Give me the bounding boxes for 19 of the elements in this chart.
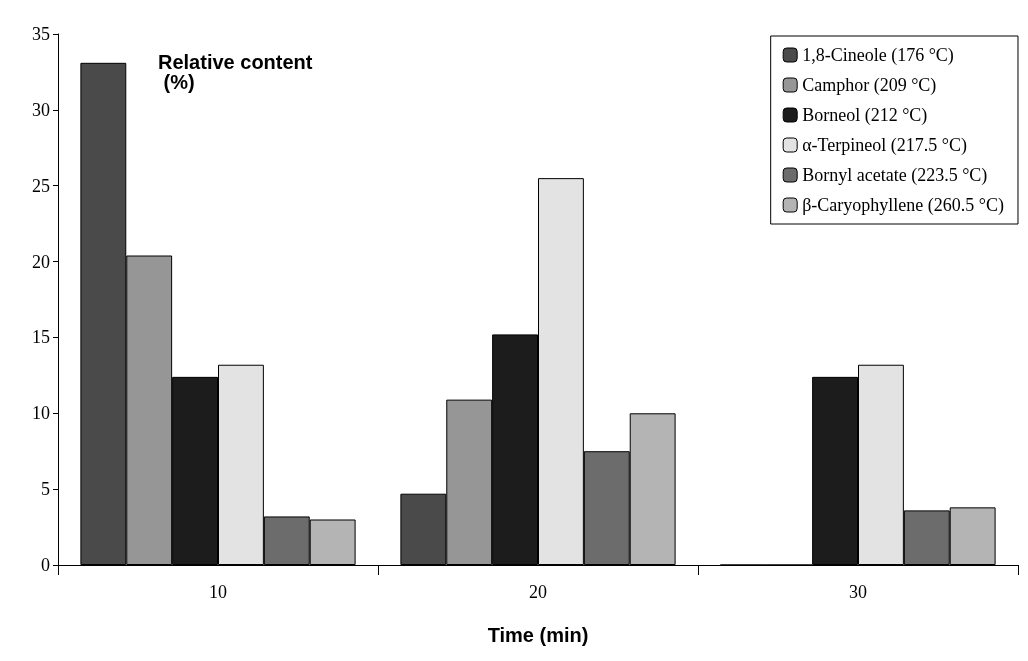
y-axis-title: Relative content (%) <box>158 51 313 93</box>
legend-label: Camphor (209 °C) <box>802 75 937 96</box>
legend-label: 1,8-Cineole (176 °C) <box>802 45 954 66</box>
legend-label: β-Caryophyllene (260.5 °C) <box>802 195 1005 216</box>
y-tick-label: 10 <box>32 403 50 424</box>
y-tick-label: 35 <box>32 24 50 44</box>
x-tick-label: 20 <box>529 582 547 602</box>
legend-label: Bornyl acetate (223.5 °C) <box>802 165 988 186</box>
y-tick-label: 25 <box>32 175 50 196</box>
y-tick-label: 0 <box>41 555 50 575</box>
x-axis-title: Time (min) <box>487 624 589 646</box>
y-tick-label: 20 <box>32 251 50 272</box>
legend-label: α-Terpineol (217.5 °C) <box>802 135 968 156</box>
y-tick-label: 15 <box>32 327 50 348</box>
legend-label: Borneol (212 °C) <box>802 105 928 126</box>
y-tick-label: 5 <box>41 479 50 500</box>
x-tick-label: 30 <box>849 582 867 602</box>
y-tick-label: 30 <box>32 99 50 120</box>
x-tick-label: 10 <box>209 582 227 602</box>
